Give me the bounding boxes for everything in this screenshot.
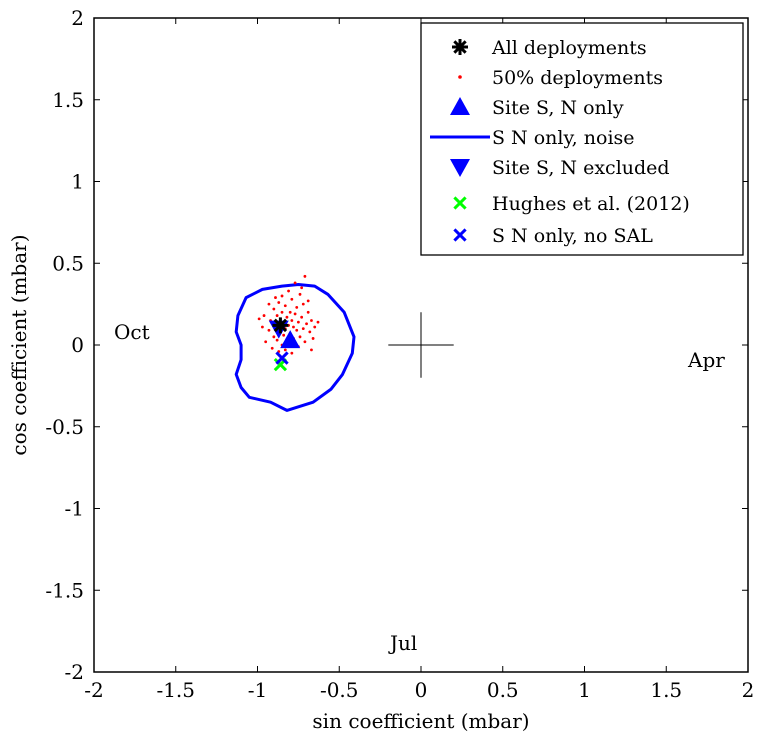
data-point-dot [275, 314, 279, 317]
x-tick-label: -1 [248, 678, 267, 702]
data-point-dot [298, 335, 302, 339]
x-tick-label: 2 [742, 678, 755, 702]
legend-marker-x [453, 196, 467, 210]
data-point-x [275, 351, 289, 365]
data-point-dot [262, 314, 266, 317]
y-axis-label: cos coefficient (mbar) [7, 234, 31, 455]
legend: All deployments 50% deployments Site S, … [420, 22, 744, 256]
data-point-dot [306, 299, 310, 303]
data-point-dot [303, 274, 307, 278]
data-point-dot [306, 310, 310, 314]
data-point-dot [313, 325, 317, 329]
legend-label-all-deployments: All deployments [491, 37, 647, 59]
data-point-dot [277, 301, 281, 304]
data-point-asterisk [272, 317, 289, 334]
legend-marker-triangle-down [450, 159, 470, 177]
x-tick-label: 0.5 [487, 678, 519, 702]
x-tick-label: -1.5 [156, 678, 195, 702]
data-point-dot [267, 328, 271, 332]
x-tick-label: 1.5 [650, 678, 682, 702]
data-point-dot [290, 297, 294, 301]
data-point-dot [308, 330, 312, 334]
legend-marker-dot [458, 75, 462, 79]
data-point-dot [290, 351, 294, 355]
x-tick-label: -0.5 [320, 678, 359, 702]
legend-label-s-n-only-noise: S N only, noise [492, 127, 635, 149]
x-tick-label: 0 [415, 678, 428, 702]
y-tick-label: -1.5 [45, 578, 84, 602]
legend-label-site-s-n-only: Site S, N only [492, 97, 624, 119]
data-point-dot [280, 310, 284, 314]
data-point-dot [272, 307, 276, 311]
data-point-dot [283, 348, 287, 352]
data-point-dot [316, 320, 320, 324]
data-point-dot [311, 337, 315, 340]
data-point-dot [296, 320, 300, 324]
x-axis-label: sin coefficient (mbar) [312, 709, 529, 733]
data-point-dot [293, 312, 297, 316]
data-point-dot [274, 296, 277, 299]
data-point-dot [257, 317, 261, 321]
data-point-dot [293, 281, 297, 285]
data-point-dot [272, 335, 276, 339]
legend-label-s-n-only-no-sal: S N only, no SAL [492, 225, 653, 247]
y-tick-label: 0.5 [52, 251, 84, 275]
noise-contour-line [234, 283, 356, 412]
y-tick-label: 0 [71, 333, 84, 357]
y-tick-label: -1 [65, 497, 84, 521]
data-point-dot [283, 304, 287, 308]
data-point-dot [301, 302, 305, 306]
x-tick-label: 1 [578, 678, 591, 702]
data-point-dot [295, 328, 299, 332]
legend-marker-x [453, 228, 467, 242]
y-tick-label: -0.5 [45, 415, 84, 439]
annotation-jul: Jul [388, 631, 417, 655]
legend-marker-asterisk [452, 39, 468, 55]
data-point-dot [292, 325, 295, 329]
legend-marker-triangle-up [450, 97, 470, 115]
data-point-dot [282, 333, 286, 337]
legend-label-hughes-2012: Hughes et al. (2012) [492, 193, 690, 215]
y-tick-label: 1 [71, 170, 84, 194]
plot-area [234, 274, 454, 412]
axis-ticks: -2 -1.5 -1 -0.5 0 0.5 1 1.5 2 -2 -1.5 -1 -0.5 0 0.5 1 1.… [45, 6, 754, 702]
data-point-dot [290, 319, 294, 322]
data-point-dot [300, 286, 304, 290]
data-point-dot [261, 325, 264, 329]
data-point-dot [285, 315, 289, 319]
data-point-dot [310, 348, 313, 352]
legend-label-50pct-deployments: 50% deployments [492, 67, 663, 89]
x-tick-label: -2 [84, 678, 103, 702]
y-tick-label: -2 [65, 660, 84, 684]
legend-box [420, 22, 744, 256]
data-point-dot [287, 289, 290, 293]
data-point-dot [298, 292, 302, 296]
legend-label-site-s-n-excluded: Site S, N excluded [492, 157, 670, 179]
y-tick-label: 1.5 [52, 88, 84, 112]
annotation-apr: Apr [687, 348, 725, 372]
data-point-dot [303, 340, 307, 344]
data-point-dot [270, 346, 274, 350]
y-tick-label: 2 [71, 6, 84, 30]
data-point-triangle-up [280, 330, 301, 349]
annotation-oct: Oct [114, 320, 150, 344]
data-point-dot [300, 315, 304, 319]
data-point-dot [275, 338, 279, 342]
data-point-dot [310, 319, 313, 322]
data-point-dot [305, 322, 308, 326]
data-point-dot [288, 310, 292, 314]
data-point-dot [280, 294, 284, 298]
data-point-dot [301, 327, 305, 331]
data-point-dot [295, 305, 299, 309]
data-point-dot [267, 302, 271, 306]
legend-markers [430, 39, 490, 242]
data-point-dot [264, 340, 268, 344]
